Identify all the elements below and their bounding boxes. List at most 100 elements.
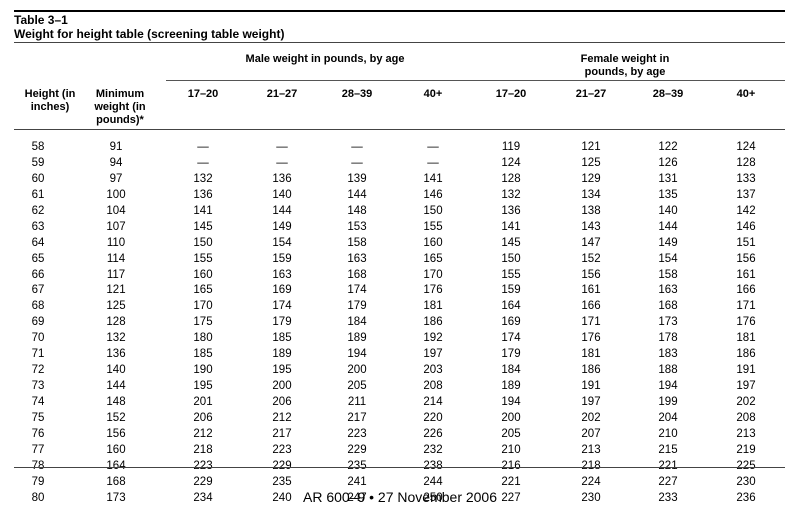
table-cell: 233: [658, 491, 678, 504]
table-cell: 212: [193, 427, 213, 440]
table-cell: 144: [347, 188, 367, 201]
table-cell: 91: [109, 141, 123, 153]
table-cell: 140: [272, 188, 292, 201]
table-cell: 173: [106, 491, 126, 504]
table-cell: 206: [193, 411, 213, 424]
table-cell: 191: [581, 380, 601, 393]
table-cell: 65: [31, 252, 45, 265]
table-cell: 125: [106, 300, 126, 313]
table-cell: 156: [106, 427, 126, 440]
table-cell: 67: [31, 284, 45, 297]
table-cell: 169: [501, 316, 521, 329]
table-cell: 80: [31, 491, 45, 504]
header-male-age-2: 21–27: [266, 88, 298, 100]
table-cell: 145: [501, 236, 521, 249]
table-cell: —: [427, 141, 439, 153]
table-cell: 197: [581, 396, 601, 408]
table-cell: 218: [581, 459, 601, 472]
table-cell: 137: [736, 188, 756, 201]
table-cell: 220: [423, 411, 443, 424]
table-cell: 205: [347, 380, 367, 393]
table-cell: 62: [31, 204, 45, 217]
table-cell: 161: [581, 284, 601, 297]
table-cell: 227: [658, 475, 678, 488]
table-cell: 59: [31, 156, 45, 169]
table-cell: 136: [106, 348, 126, 361]
table-cell: 191: [736, 364, 756, 377]
table-cell: 94: [109, 156, 123, 169]
header-min-weight: Minimum weight (in pounds)*: [94, 88, 146, 126]
table-cell: 211: [347, 396, 367, 408]
table-row: 61 100 136 140 144 146 132 134 135 137: [14, 187, 785, 203]
table-row: 80 173 234 240 247 250 227 230 233 236: [14, 490, 785, 506]
table-cell: 170: [423, 268, 443, 281]
table-cell: 221: [501, 475, 521, 488]
table-cell: 178: [658, 332, 678, 345]
table-cell: 203: [423, 364, 443, 377]
table-cell: 144: [658, 220, 678, 233]
table-cell: 176: [581, 332, 601, 345]
table-cell: 158: [658, 268, 678, 281]
table-cell: 155: [501, 268, 521, 281]
table-cell: 185: [272, 332, 292, 345]
table-row: 67 121 165 169 174 176 159 161 163 166: [14, 282, 785, 298]
table-cell: —: [351, 141, 363, 153]
header-female-age-4: 40+: [736, 88, 756, 100]
table-cell: 223: [272, 443, 292, 456]
table-cell: 155: [423, 220, 443, 233]
table-cell: 156: [736, 252, 756, 265]
table-cell: 213: [581, 443, 601, 456]
table-cell: 144: [272, 204, 292, 217]
table-cell: 199: [658, 396, 678, 408]
table-cell: 136: [193, 188, 213, 201]
header-rule: [14, 129, 785, 130]
table-cell: 146: [736, 220, 756, 233]
table-cell: 200: [347, 364, 367, 377]
table-cell: 184: [347, 316, 367, 329]
table-cell: 229: [193, 475, 213, 488]
group-rule: [166, 80, 785, 81]
table-cell: 244: [423, 475, 443, 488]
table-cell: 236: [736, 491, 756, 504]
table-cell: 170: [193, 300, 213, 313]
table-cell: 195: [272, 364, 292, 377]
table-cell: 174: [501, 332, 521, 345]
table-cell: 181: [736, 332, 756, 345]
table-cell: 128: [501, 172, 521, 185]
table-cell: 73: [31, 380, 45, 393]
table-cell: 217: [272, 427, 292, 440]
table-cell: 165: [193, 284, 213, 297]
header-female-group: Female weight in pounds, by age: [580, 53, 670, 78]
table-cell: 159: [501, 284, 521, 297]
table-cell: 159: [272, 252, 292, 265]
table-cell: 206: [272, 396, 292, 408]
table-cell: 128: [736, 156, 756, 169]
table-cell: 126: [658, 156, 678, 169]
table-cell: 160: [423, 236, 443, 249]
table-cell: 63: [31, 220, 45, 233]
table-cell: 163: [658, 284, 678, 297]
table-cell: 180: [193, 332, 213, 345]
table-row: 64 110 150 154 158 160 145 147 149 151: [14, 235, 785, 251]
table-cell: 202: [581, 411, 601, 424]
table-cell: 151: [736, 236, 756, 249]
table-cell: 79: [31, 475, 45, 488]
table-cell: 173: [658, 316, 678, 329]
table-cell: 218: [193, 443, 213, 456]
table-cell: 153: [347, 220, 367, 233]
table-cell: 171: [736, 300, 756, 313]
table-cell: 134: [581, 188, 601, 201]
table-cell: 169: [272, 284, 292, 297]
table-cell: 194: [501, 396, 521, 408]
page-footer: AR 600–9 • 27 November 2006: [302, 489, 498, 505]
table-cell: 181: [581, 348, 601, 361]
table-cell: 64: [31, 236, 45, 249]
table-cell: 58: [31, 141, 45, 153]
table-cell: 164: [501, 300, 521, 313]
table-cell: 144: [106, 380, 126, 393]
table-cell: 154: [272, 236, 292, 249]
table-cell: 201: [193, 396, 213, 408]
table-cell: 200: [501, 411, 521, 424]
table-cell: 213: [736, 427, 756, 440]
table-cell: 212: [272, 411, 292, 424]
